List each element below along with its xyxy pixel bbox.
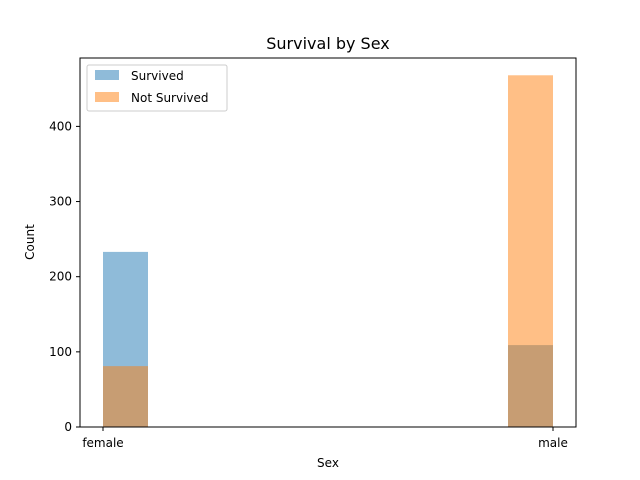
legend-label-survived: Survived <box>131 69 184 83</box>
x-tick-label-female: female <box>82 436 123 450</box>
legend-box <box>86 64 228 112</box>
plot-frame <box>79 57 577 428</box>
y-tick-label: 0 <box>64 420 72 434</box>
bar-not-survived-male <box>508 75 553 428</box>
y-axis-label: Count <box>23 224 37 260</box>
y-axis: 0 100 200 300 400 <box>49 119 80 434</box>
y-tick-label: 400 <box>49 119 72 133</box>
legend-swatch-not-survived <box>95 92 119 102</box>
chart-title: Survival by Sex <box>266 34 390 53</box>
legend-label-not-survived: Not Survived <box>131 91 209 105</box>
y-tick-label: 300 <box>49 195 72 209</box>
x-tick-label-male: male <box>538 436 568 450</box>
x-axis: female male <box>82 427 568 450</box>
plot-area <box>103 75 553 428</box>
bar-not-survived-female <box>103 366 148 427</box>
legend-swatch-survived <box>95 70 119 80</box>
legend: Survived Not Survived <box>86 64 228 112</box>
y-tick-label: 100 <box>49 345 72 359</box>
x-axis-label: Sex <box>317 456 339 470</box>
y-tick-label: 200 <box>49 270 72 284</box>
